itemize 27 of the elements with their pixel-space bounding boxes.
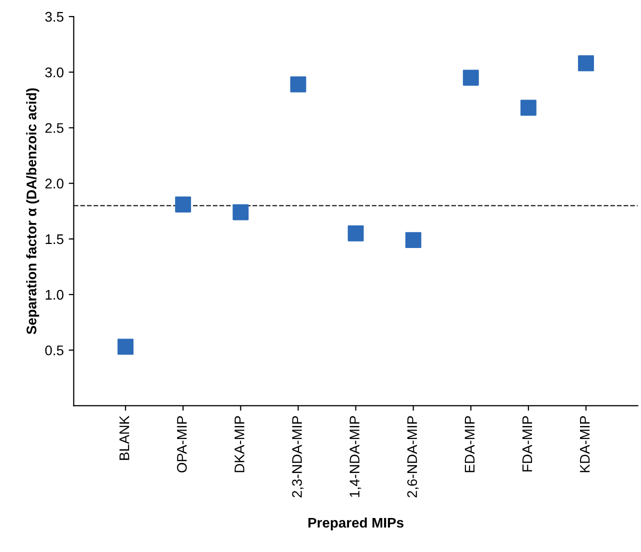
x-tick-label: OPA-MIP: [176, 416, 187, 472]
x-tick-label: EDA-MIP: [464, 416, 474, 472]
x-tick-label: 1,4-NDA-MIP: [350, 416, 362, 497]
x-tick-label: DKA-MIP: [234, 416, 244, 472]
y-tick-label: 2.5: [45, 123, 64, 133]
point: [348, 225, 364, 242]
y-tick-label: 2.0: [45, 178, 64, 189]
point: [290, 76, 306, 92]
x-tick-label: FDA-MIP: [522, 416, 532, 472]
y-tick-label: 1.0: [46, 290, 64, 300]
point: [118, 338, 134, 355]
point: [232, 204, 249, 220]
point: [520, 100, 536, 116]
point: [578, 55, 594, 72]
x-tick-label: BLANK: [120, 416, 130, 460]
point: [175, 196, 192, 212]
x-axis-title: Prepared MIPs: [308, 517, 404, 530]
y-tick-label: 1.5: [46, 234, 64, 244]
x-tick-label: KDA-MIP: [580, 416, 590, 472]
point: [405, 232, 422, 248]
point: [462, 70, 479, 86]
x-tick-label: 2,3-NDA-MIP: [292, 416, 304, 498]
y-tick-label: 3.0: [45, 67, 64, 78]
y-tick-label: 0.5: [45, 345, 64, 356]
y-axis-title: Separation factor α (DA/benzoic acid): [26, 88, 40, 334]
y-tick-label: 3.5: [45, 12, 64, 22]
x-tick-label: 2,6-NDA-MIP: [407, 416, 419, 498]
